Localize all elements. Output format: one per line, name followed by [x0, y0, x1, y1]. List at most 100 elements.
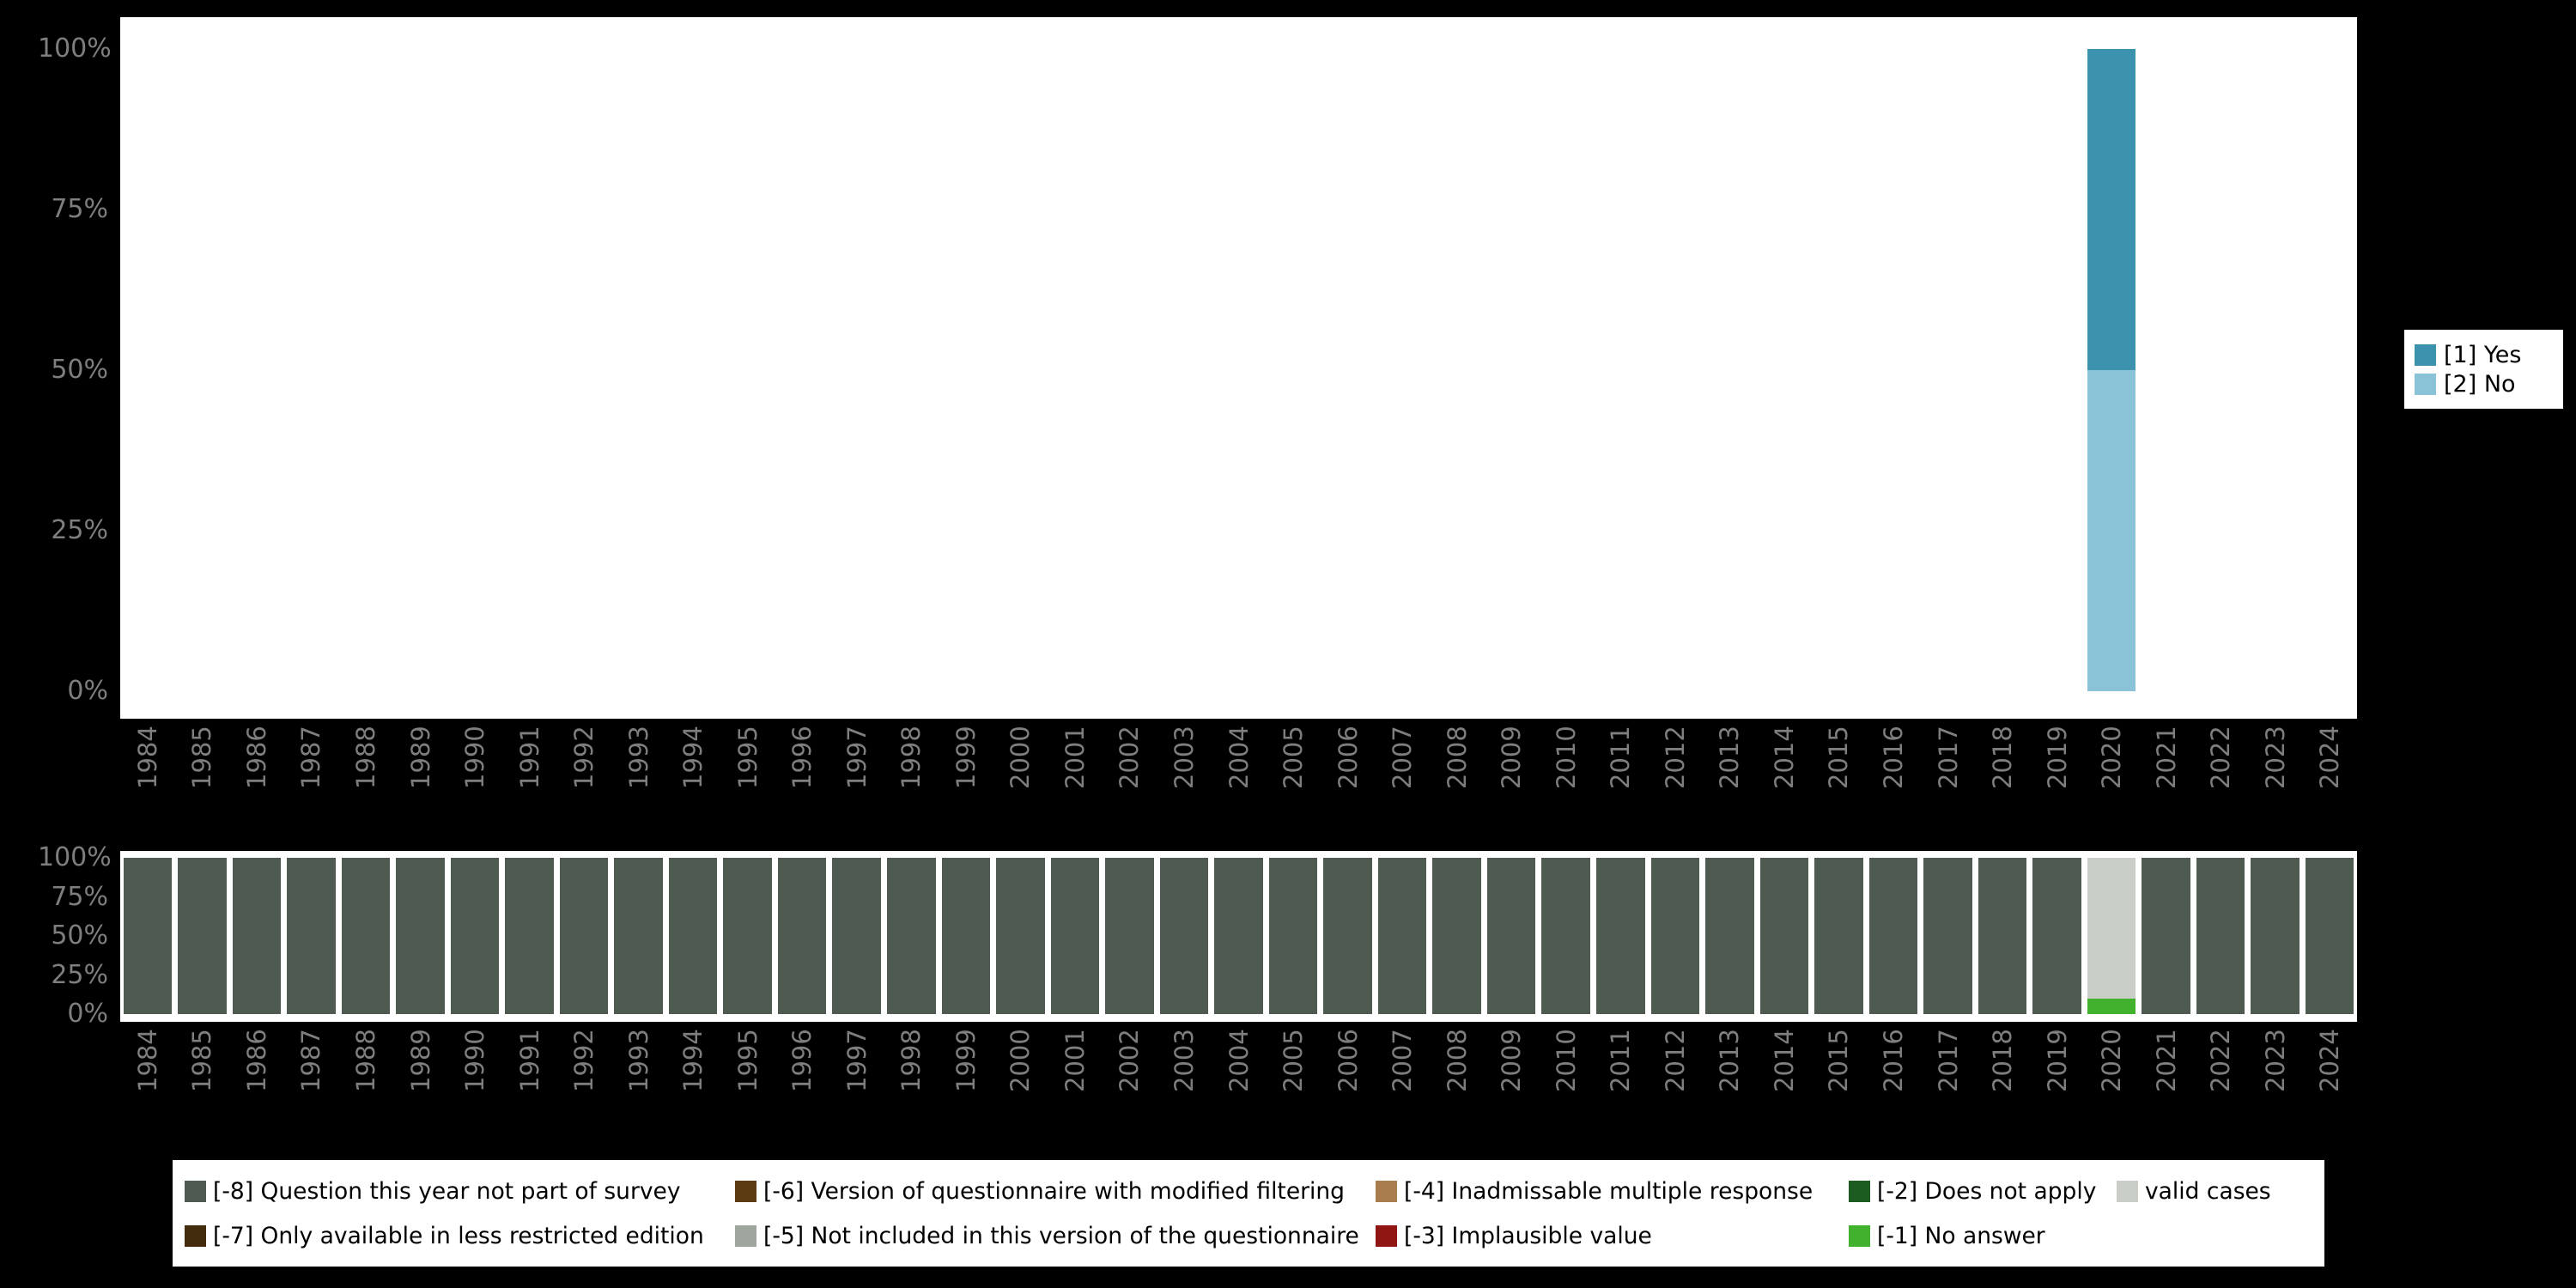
bar-segment-1997: [832, 858, 881, 1014]
legend-item: [-7] Only available in less restricted e…: [185, 1213, 735, 1258]
bar-segment-2006: [1323, 858, 1372, 1014]
legend-label: valid cases: [2145, 1177, 2271, 1205]
x-tick-label: 1989: [405, 1029, 435, 1092]
x-tick-label: 2000: [1005, 726, 1036, 789]
legend-item: [-6] Version of questionnaire with modif…: [735, 1169, 1376, 1213]
x-tick-label: 2008: [1442, 1029, 1472, 1092]
bar-segment-1990: [450, 858, 500, 1014]
x-tick-label: 1992: [569, 726, 599, 789]
missing-chart-plot-area: [120, 851, 2357, 1022]
x-tick-label: 1988: [350, 1029, 380, 1092]
x-tick-label: 2001: [1060, 1029, 1090, 1092]
x-tick-label: 2017: [1933, 1029, 1963, 1092]
x-tick-label: 2009: [1497, 1029, 1527, 1092]
legend-item: valid cases: [2117, 1169, 2328, 1213]
legend-label: [-1] No answer: [1877, 1222, 2045, 1249]
y-tick-label: 25%: [51, 959, 108, 990]
x-tick-label: 1987: [296, 1029, 326, 1092]
x-tick-label: 2000: [1005, 1029, 1036, 1092]
bar-segment-1994: [668, 858, 718, 1014]
y-tick-label: 75%: [51, 881, 108, 912]
legend-item: [-1] No answer: [1849, 1213, 2117, 1258]
bar-segment-2020: [2087, 49, 2136, 370]
x-tick-label: 2022: [2206, 1029, 2236, 1092]
bar-segment-1999: [941, 858, 991, 1014]
x-tick-label: 2007: [1388, 726, 1418, 789]
x-tick-label: 1991: [514, 726, 544, 789]
x-tick-label: 1986: [241, 726, 271, 789]
x-tick-label: 1995: [732, 1029, 762, 1092]
x-tick-label: 2019: [2042, 1029, 2072, 1092]
x-tick-label: 1984: [132, 726, 162, 789]
x-tick-label: 2018: [1988, 726, 2017, 789]
x-tick-label: 2012: [1660, 726, 1690, 789]
bar-segment-1992: [559, 858, 609, 1014]
legend-swatch: [735, 1224, 756, 1247]
y-tick-label: 25%: [51, 515, 108, 545]
x-tick-label: 2024: [2315, 726, 2345, 789]
x-tick-label: 1998: [896, 1029, 927, 1092]
x-tick-label: 2010: [1551, 726, 1581, 789]
bar-segment-2014: [1759, 858, 1809, 1014]
x-tick-label: 2003: [1170, 1029, 1199, 1092]
x-tick-label: 2020: [2097, 1029, 2127, 1092]
x-tick-label: 2005: [1279, 726, 1308, 789]
legend-swatch: [1376, 1224, 1397, 1247]
bar-segment-2000: [996, 858, 1045, 1014]
y-tick-label: 0%: [67, 999, 108, 1029]
legend-label: [-2] Does not apply: [1877, 1177, 2097, 1205]
x-tick-label: 2020: [2097, 726, 2127, 789]
x-tick-label: 1999: [951, 1029, 981, 1092]
bar-segment-2003: [1159, 858, 1209, 1014]
x-tick-label: 2024: [2315, 1029, 2345, 1092]
x-tick-label: 2008: [1442, 726, 1472, 789]
bar-segment-2022: [2196, 858, 2245, 1014]
x-tick-label: 1985: [187, 726, 217, 789]
x-tick-label: 1996: [787, 726, 817, 789]
x-tick-label: 1987: [296, 726, 326, 789]
x-tick-label: 2016: [1878, 1029, 1908, 1092]
legend-label: [-5] Not included in this version of the…: [763, 1222, 1359, 1249]
x-tick-label: 2013: [1715, 1029, 1745, 1092]
x-tick-label: 2014: [1769, 1029, 1799, 1092]
x-tick-label: 1999: [951, 726, 981, 789]
legend-label: [-3] Implausible value: [1404, 1222, 1652, 1249]
bar-segment-1998: [887, 858, 936, 1014]
legend-swatch: [2117, 1180, 2138, 1202]
x-tick-label: 2018: [1988, 1029, 2017, 1092]
bar-segment-2013: [1705, 858, 1754, 1014]
legend-label: [-4] Inadmissable multiple response: [1404, 1177, 1814, 1205]
bar-segment-2002: [1105, 858, 1154, 1014]
x-tick-label: 2019: [2042, 726, 2072, 789]
x-tick-label: 2014: [1769, 726, 1799, 789]
x-tick-label: 2003: [1170, 726, 1199, 789]
x-tick-label: 1990: [460, 1029, 489, 1092]
x-tick-label: 1991: [514, 1029, 544, 1092]
bar-segment-2004: [1214, 858, 1263, 1014]
legend-item: [-3] Implausible value: [1376, 1213, 1849, 1258]
x-tick-label: 2001: [1060, 726, 1090, 789]
x-tick-label: 2022: [2206, 726, 2236, 789]
x-tick-label: 1984: [132, 1029, 162, 1092]
legend-swatch: [735, 1180, 756, 1202]
bar-segment-2005: [1268, 858, 1318, 1014]
x-tick-label: 1993: [623, 726, 653, 789]
legend-item: [1] Yes: [2415, 340, 2563, 369]
bar-segment-1988: [341, 858, 391, 1014]
legend-swatch: [1849, 1224, 1870, 1247]
x-tick-label: 2021: [2151, 1029, 2181, 1092]
bar-segment-1996: [777, 858, 827, 1014]
legend-item: [-5] Not included in this version of the…: [735, 1213, 1376, 1258]
y-tick-label: 75%: [51, 194, 108, 224]
x-tick-label: 2011: [1606, 726, 1636, 789]
x-tick-label: 2004: [1224, 1029, 1254, 1092]
x-tick-label: 2006: [1333, 1029, 1363, 1092]
legend-label: [1] Yes: [2444, 341, 2522, 368]
legend-swatch: [1376, 1180, 1397, 1202]
legend-item: [-8] Question this year not part of surv…: [185, 1169, 735, 1213]
x-tick-label: 2011: [1606, 1029, 1636, 1092]
x-tick-label: 2023: [2260, 1029, 2290, 1092]
x-tick-label: 2015: [1824, 726, 1854, 789]
bar-segment-1991: [505, 858, 554, 1014]
bar-segment-2001: [1050, 858, 1100, 1014]
